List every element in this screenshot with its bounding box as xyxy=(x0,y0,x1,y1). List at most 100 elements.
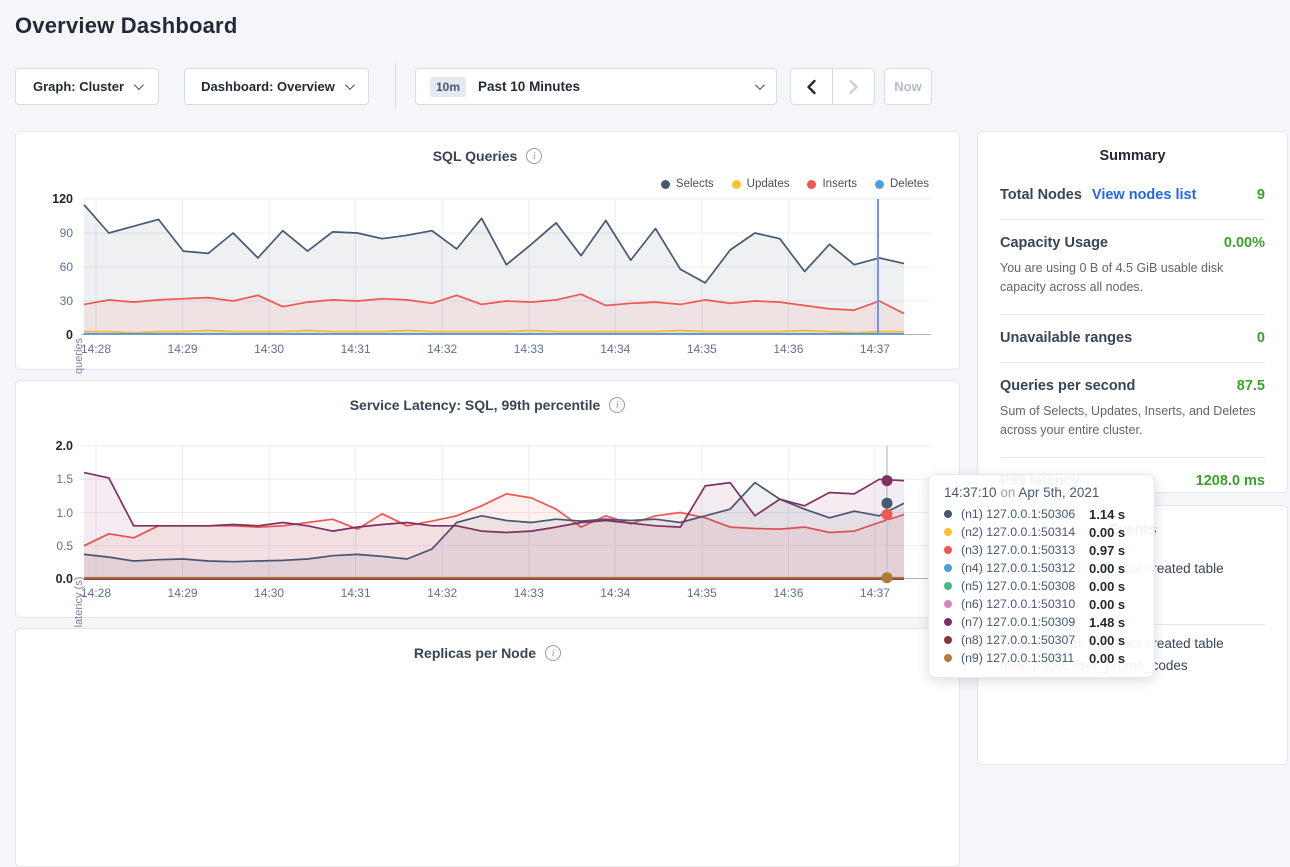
x-tick-label: 14:35 xyxy=(687,342,717,356)
chevron-down-icon xyxy=(755,80,765,90)
node-latency-value: 0.00 s xyxy=(1089,561,1140,576)
now-button-label: Now xyxy=(894,79,921,94)
x-tick-label: 14:34 xyxy=(600,342,630,356)
x-tick-label: 14:37 xyxy=(860,586,890,600)
y-tick-label: 0 xyxy=(27,328,73,342)
node-latency-value: 0.00 s xyxy=(1089,651,1140,666)
summary-label: Capacity Usage xyxy=(1000,235,1108,251)
tooltip-node-row: (n1) 127.0.0.1:503061.14 s xyxy=(944,505,1140,523)
summary-panel: Summary Total Nodes View nodes list 9 Capac… xyxy=(977,131,1288,493)
chart-plot-area[interactable] xyxy=(81,199,931,335)
chart-title: Replicas per Node xyxy=(414,645,536,661)
node-address: (n7) 127.0.0.1:50309 xyxy=(961,615,1089,629)
tooltip-node-row: (n5) 127.0.0.1:503080.00 s xyxy=(944,577,1140,595)
node-color-dot xyxy=(944,546,952,554)
time-prev-button[interactable] xyxy=(791,69,832,104)
node-latency-value: 0.00 s xyxy=(1089,597,1140,612)
chart-hover-tooltip: 14:37:10 on Apr 5th, 2021 (n1) 127.0.0.1… xyxy=(928,474,1155,678)
y-tick-label: 90 xyxy=(27,226,73,240)
time-range-dropdown[interactable]: 10m Past 10 Minutes xyxy=(415,68,777,105)
tooltip-node-row: (n7) 127.0.0.1:503091.48 s xyxy=(944,613,1140,631)
tooltip-node-row: (n9) 127.0.0.1:503110.00 s xyxy=(944,649,1140,667)
info-icon[interactable]: i xyxy=(609,397,625,413)
node-address: (n9) 127.0.0.1:50311 xyxy=(961,651,1089,665)
summary-label: Unavailable ranges xyxy=(1000,330,1132,346)
tooltip-node-row: (n2) 127.0.0.1:503140.00 s xyxy=(944,523,1140,541)
node-address: (n8) 127.0.0.1:50307 xyxy=(961,633,1089,647)
node-address: (n1) 127.0.0.1:50306 xyxy=(961,507,1089,521)
node-address: (n2) 127.0.0.1:50314 xyxy=(961,525,1089,539)
summary-value: 9 xyxy=(1257,187,1265,203)
summary-label: Total Nodes xyxy=(1000,187,1082,203)
node-color-dot xyxy=(944,618,952,626)
time-range-label: Past 10 Minutes xyxy=(478,79,580,94)
summary-row: Capacity Usage 0.00% You are using 0 B of … xyxy=(1000,219,1265,314)
node-color-dot xyxy=(944,654,952,662)
summary-value: 0.00% xyxy=(1224,235,1265,251)
node-latency-value: 0.00 s xyxy=(1089,579,1140,594)
node-address: (n4) 127.0.0.1:50312 xyxy=(961,561,1089,575)
y-tick-label: 60 xyxy=(27,260,73,274)
dashboard-label: Dashboard: Overview xyxy=(201,79,335,94)
legend-dot xyxy=(875,180,884,189)
toolbar-divider xyxy=(395,63,396,109)
legend-dot xyxy=(732,180,741,189)
y-tick-label: 1.5 xyxy=(27,472,73,486)
summary-description: You are using 0 B of 4.5 GiB usable disk… xyxy=(1000,259,1265,298)
service-latency-chart-panel: Service Latency: SQL, 99th percentile i … xyxy=(15,380,960,618)
summary-value: 0 xyxy=(1257,330,1265,346)
node-address: (n5) 127.0.0.1:50308 xyxy=(961,579,1089,593)
summary-description: Sum of Selects, Updates, Inserts, and De… xyxy=(1000,402,1265,441)
node-color-dot xyxy=(944,636,952,644)
info-icon[interactable]: i xyxy=(526,148,542,164)
info-icon[interactable]: i xyxy=(545,645,561,661)
tooltip-node-row: (n3) 127.0.0.1:503130.97 s xyxy=(944,541,1140,559)
legend-dot xyxy=(807,180,816,189)
view-nodes-list-link[interactable]: View nodes list xyxy=(1092,187,1197,203)
x-tick-label: 14:33 xyxy=(514,586,544,600)
node-latency-value: 0.00 s xyxy=(1089,633,1140,648)
legend-dot xyxy=(661,180,670,189)
replicas-per-node-chart-panel: Replicas per Node i xyxy=(15,628,960,867)
summary-row: Queries per second 87.5 Sum of Selects, Up… xyxy=(1000,362,1265,457)
now-button[interactable]: Now xyxy=(884,68,932,105)
node-color-dot xyxy=(944,510,952,518)
summary-value: 1208.0 ms xyxy=(1196,473,1265,489)
x-tick-label: 14:32 xyxy=(427,342,457,356)
summary-row: Total Nodes View nodes list 9 xyxy=(1000,172,1265,219)
x-tick-label: 14:30 xyxy=(254,586,284,600)
chart-title: SQL Queries xyxy=(433,148,518,164)
y-tick-label: 0.0 xyxy=(27,572,73,586)
node-latency-value: 1.48 s xyxy=(1089,615,1140,630)
time-range-badge: 10m xyxy=(430,77,466,97)
graph-scope-label: Graph: Cluster xyxy=(33,79,124,94)
chevron-left-icon xyxy=(806,79,817,95)
page-title: Overview Dashboard xyxy=(15,13,237,39)
x-tick-label: 14:28 xyxy=(81,342,111,356)
y-tick-label: 0.5 xyxy=(27,539,73,553)
chart-plot-area[interactable] xyxy=(81,446,931,579)
summary-row: Unavailable ranges 0 xyxy=(1000,314,1265,362)
chevron-down-icon xyxy=(134,80,144,90)
tooltip-node-row: (n6) 127.0.0.1:503100.00 s xyxy=(944,595,1140,613)
y-tick-label: 120 xyxy=(27,192,73,206)
overview-dashboard-page: Overview Dashboard Graph: Cluster Dashbo… xyxy=(0,0,1290,689)
summary-heading: Summary xyxy=(978,132,1287,164)
node-address: (n3) 127.0.0.1:50313 xyxy=(961,543,1089,557)
x-tick-label: 14:28 xyxy=(81,586,111,600)
y-tick-label: 1.0 xyxy=(27,506,73,520)
graph-scope-dropdown[interactable]: Graph: Cluster xyxy=(15,68,159,105)
summary-value: 87.5 xyxy=(1237,378,1265,394)
summary-label: Queries per second xyxy=(1000,378,1135,394)
tooltip-node-row: (n8) 127.0.0.1:503070.00 s xyxy=(944,631,1140,649)
sql-queries-chart-panel: SQL Queries i SelectsUpdatesInsertsDelet… xyxy=(15,131,960,370)
time-next-button[interactable] xyxy=(832,69,874,104)
x-tick-label: 14:31 xyxy=(341,342,371,356)
chart-legend: SelectsUpdatesInsertsDeletes xyxy=(661,178,929,190)
node-color-dot xyxy=(944,582,952,590)
y-tick-label: 30 xyxy=(27,294,73,308)
chart-title: Service Latency: SQL, 99th percentile xyxy=(350,397,601,413)
y-tick-label: 2.0 xyxy=(27,439,73,453)
x-tick-label: 14:33 xyxy=(514,342,544,356)
dashboard-dropdown[interactable]: Dashboard: Overview xyxy=(184,68,369,105)
